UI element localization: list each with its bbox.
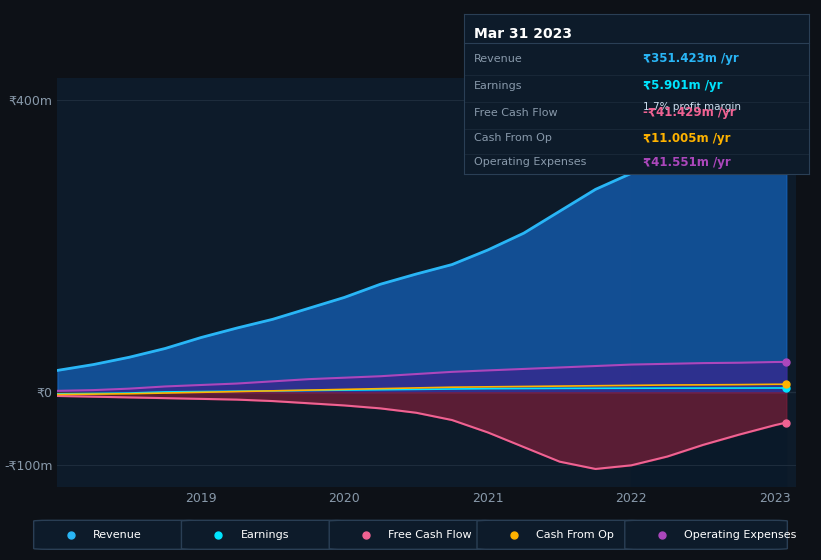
FancyBboxPatch shape (181, 520, 344, 549)
Text: ₹351.423m /yr: ₹351.423m /yr (643, 52, 739, 65)
FancyBboxPatch shape (625, 520, 787, 549)
Bar (631, 78, 787, 487)
FancyBboxPatch shape (329, 520, 492, 549)
Text: 1.7% profit margin: 1.7% profit margin (643, 101, 741, 111)
Text: ₹41.551m /yr: ₹41.551m /yr (643, 156, 731, 169)
Text: Operating Expenses: Operating Expenses (684, 530, 796, 540)
Text: Free Cash Flow: Free Cash Flow (475, 108, 557, 118)
Text: Revenue: Revenue (475, 54, 523, 64)
FancyBboxPatch shape (34, 520, 196, 549)
Text: Revenue: Revenue (93, 530, 141, 540)
Text: Cash From Op: Cash From Op (475, 133, 552, 143)
Text: Cash From Op: Cash From Op (536, 530, 614, 540)
Text: Earnings: Earnings (475, 81, 523, 91)
Text: Operating Expenses: Operating Expenses (475, 157, 586, 167)
Text: Free Cash Flow: Free Cash Flow (388, 530, 472, 540)
Text: Earnings: Earnings (241, 530, 289, 540)
Text: ₹11.005m /yr: ₹11.005m /yr (643, 132, 731, 145)
FancyBboxPatch shape (477, 520, 640, 549)
Text: Mar 31 2023: Mar 31 2023 (475, 27, 572, 41)
Text: -₹41.429m /yr: -₹41.429m /yr (643, 106, 736, 119)
Text: ₹5.901m /yr: ₹5.901m /yr (643, 80, 722, 92)
